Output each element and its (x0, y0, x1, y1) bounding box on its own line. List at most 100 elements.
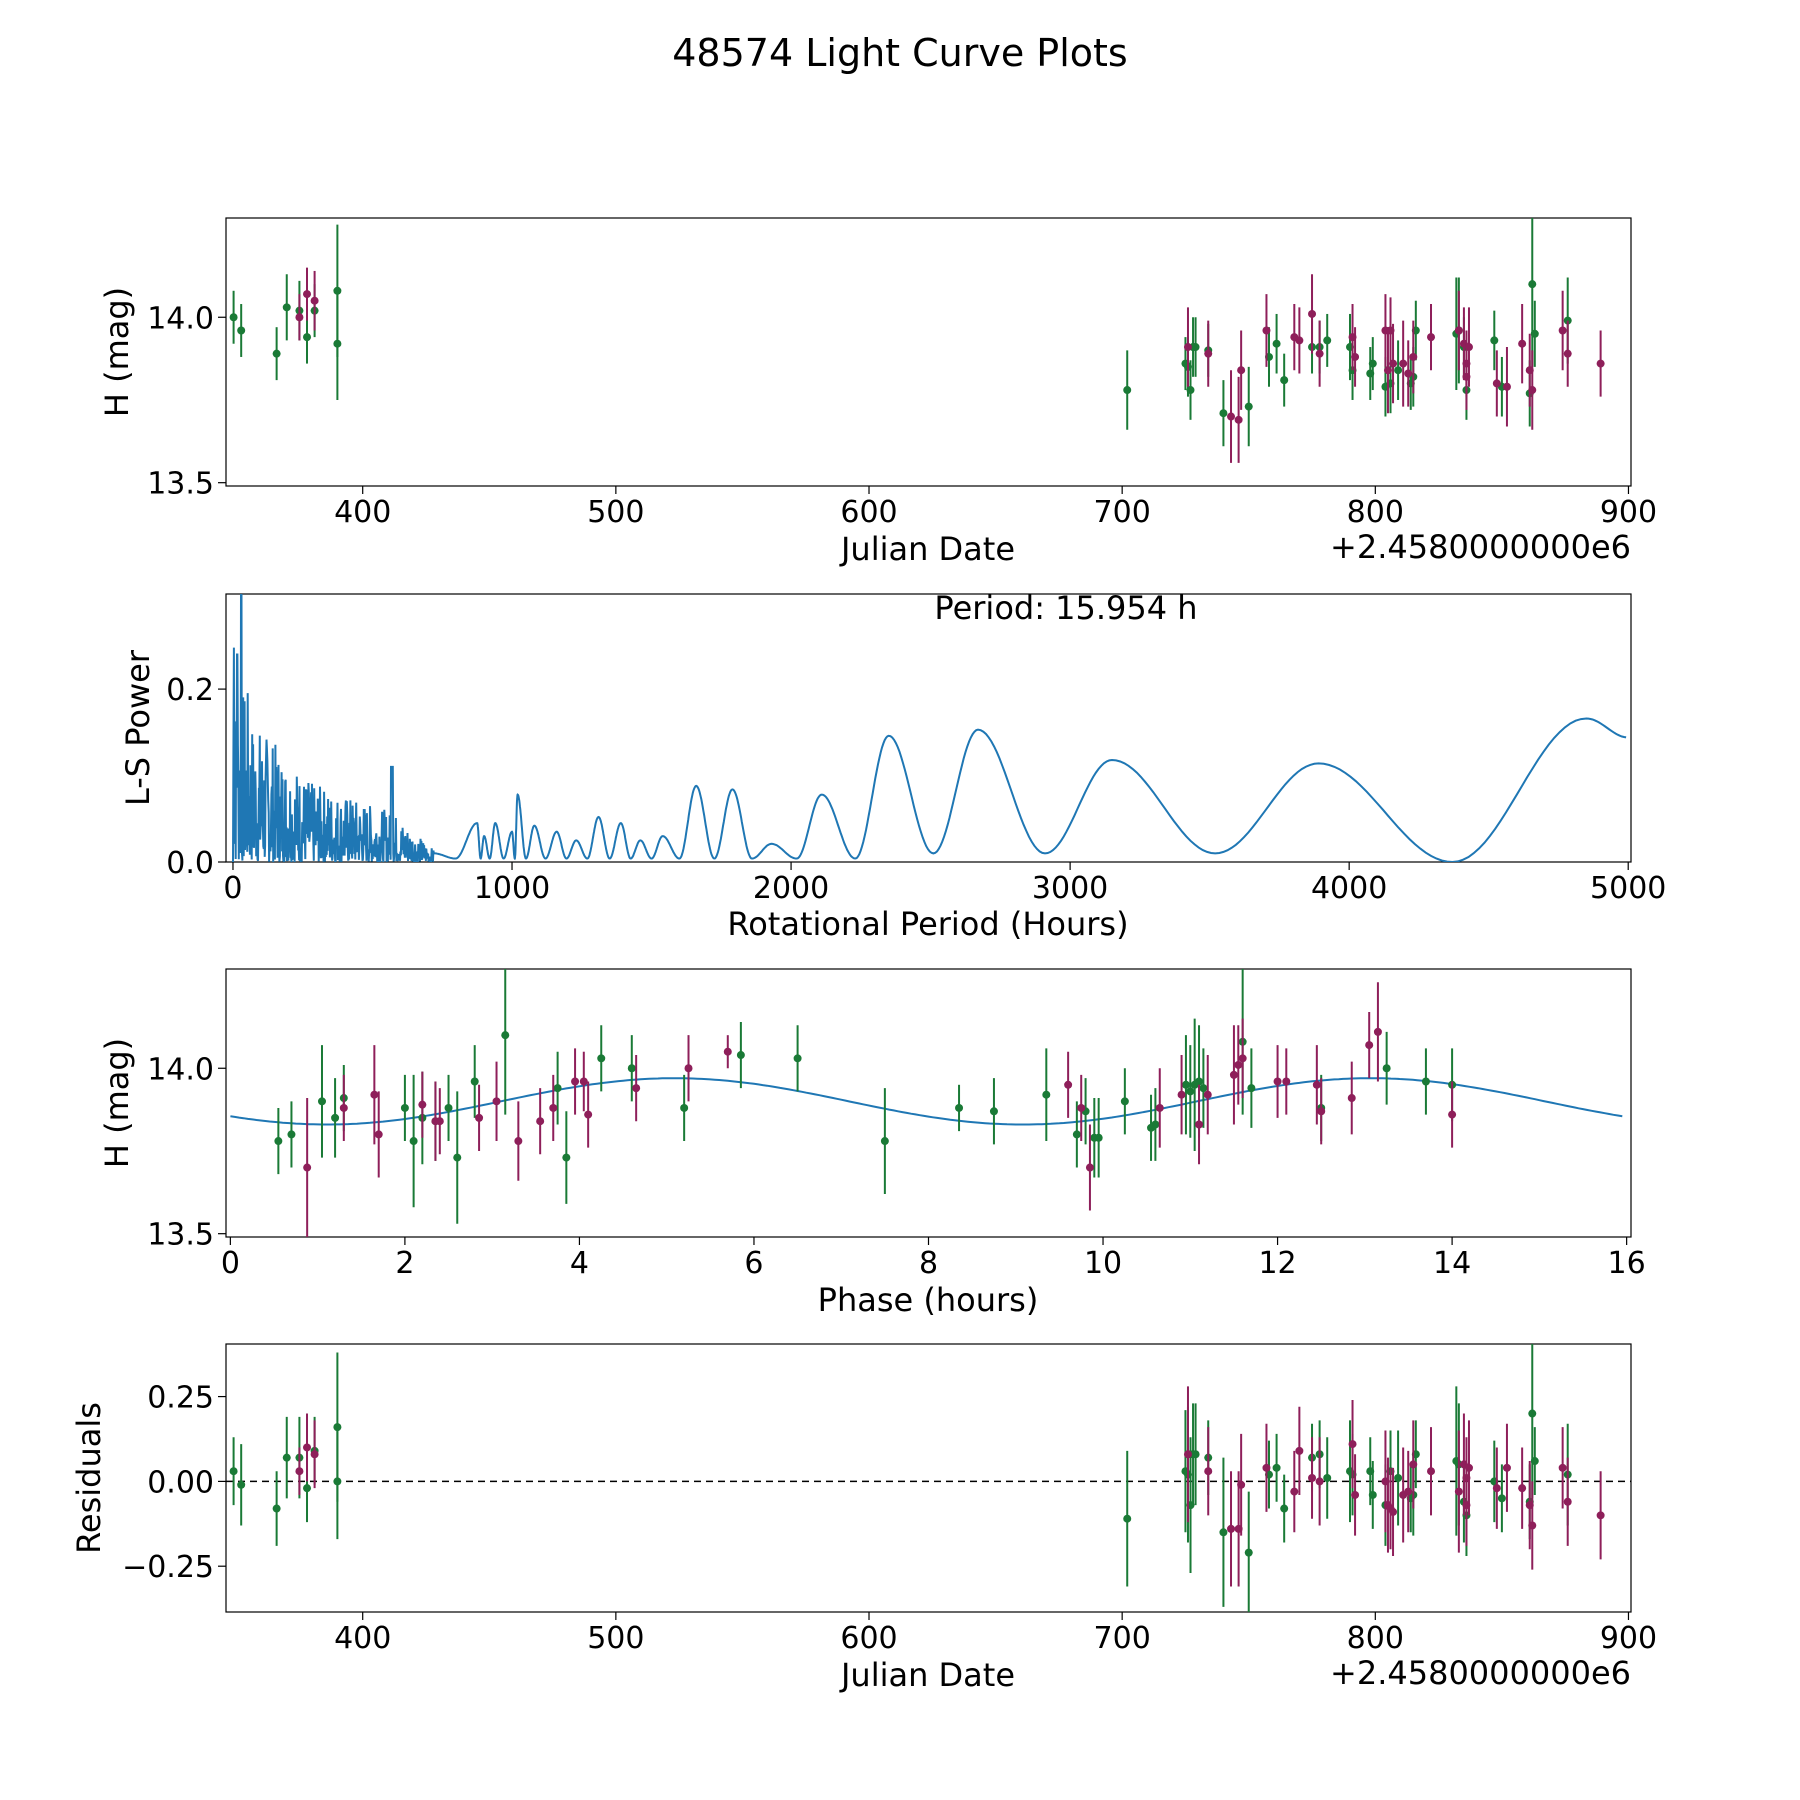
residuals-data-point (333, 1423, 342, 1432)
phasefold-x-ticks: 0 2 4 6 8 10 12 14 16 (221, 1237, 1646, 1281)
lightcurve-data-point (310, 296, 319, 305)
residuals-x-label: Julian Date (839, 1656, 1015, 1694)
residuals-data-point (1497, 1494, 1506, 1503)
phasefold-data-point (1042, 1090, 1051, 1099)
lightcurve-data-point (1227, 412, 1236, 421)
residuals-data-point (1244, 1548, 1253, 1557)
periodogram-curve (232, 594, 1627, 862)
lightcurve-data-point (333, 286, 342, 295)
phasefold-x-tick-label: 2 (395, 1246, 414, 1281)
residuals-data-point (303, 1443, 312, 1452)
phasefold-data-point (1085, 1163, 1094, 1172)
residuals-data-point (1389, 1507, 1398, 1516)
lightcurve-data-point (1427, 333, 1436, 342)
phasefold-plot-area (230, 969, 1623, 1237)
lightcurve-x-tick-label: 800 (1347, 495, 1404, 530)
phasefold-data-point (736, 1051, 745, 1060)
lightcurve-data-point (1183, 343, 1192, 352)
residuals-x-offset: +2.4580000000e6 (1330, 1654, 1631, 1692)
lightcurve-data-point (1528, 386, 1537, 395)
phasefold-data-point (1077, 1103, 1086, 1112)
residuals-y-label: Residuals (70, 1402, 108, 1554)
lightcurve-x-tick-label: 500 (587, 495, 644, 530)
lightcurve-data-point (1383, 366, 1392, 375)
residuals-data-point (1204, 1467, 1213, 1476)
phasefold-data-point (1238, 1054, 1247, 1063)
lightcurve-panel: 400 500 600 700 800 900 13.514.0 Julian Date … (98, 217, 1657, 568)
phasefold-data-point (1382, 1064, 1391, 1073)
periodogram-x-ticks: 0 1000 2000 3000 4000 5000 (223, 862, 1666, 906)
phasefold-data-point (562, 1153, 571, 1162)
residuals-data-point (295, 1467, 304, 1476)
phasefold-data-point (303, 1163, 312, 1172)
lightcurve-data-point (1404, 369, 1413, 378)
model-fit-curve (230, 1077, 1623, 1126)
residuals-data-point (1183, 1450, 1192, 1459)
phasefold-data-point (632, 1084, 641, 1093)
phasefold-data-point (400, 1103, 409, 1112)
periodogram-marks (232, 594, 1627, 862)
phasefold-data-point (1072, 1130, 1081, 1139)
phasefold-data-point (370, 1090, 379, 1099)
lightcurve-data-point (1315, 349, 1324, 358)
residuals-x-tick-label: 800 (1347, 1621, 1404, 1656)
periodogram-frame (225, 593, 1632, 863)
residuals-data-point (1632, 1430, 1640, 1438)
lightcurve-data-point (272, 349, 281, 358)
phasefold-data-point (955, 1103, 964, 1112)
lightcurve-marks (229, 218, 1605, 463)
periodogram-x-tick-label: 2000 (753, 871, 829, 906)
residuals-x-tick-label: 500 (587, 1621, 644, 1656)
phasefold-data-point (1181, 1080, 1190, 1089)
phasefold-x-tick-label: 14 (1433, 1246, 1471, 1281)
residuals-data-point (1272, 1463, 1281, 1472)
phasefold-data-point (339, 1103, 348, 1112)
phasefold-data-point (1195, 1077, 1204, 1086)
phasefold-data-point (418, 1100, 427, 1109)
phasefold-data-point (684, 1064, 693, 1073)
phasefold-data-point (536, 1117, 545, 1126)
lightcurve-data-point (1244, 402, 1253, 411)
residuals-data-point (1558, 1463, 1567, 1472)
figure-title: 48574 Light Curve Plots (672, 31, 1127, 75)
phasefold-data-point (1234, 1060, 1243, 1069)
residuals-data-point (1323, 1474, 1332, 1482)
lightcurve-data-point (1596, 359, 1605, 368)
phasefold-data-point (475, 1113, 484, 1122)
phasefold-data-point (579, 1077, 588, 1086)
residuals-data-point (1348, 1440, 1357, 1449)
residuals-data-point (1502, 1463, 1511, 1472)
residuals-y-tick-label: 0.00 (147, 1465, 214, 1500)
phasefold-frame (225, 968, 1632, 1238)
phasefold-data-point (1186, 1087, 1195, 1096)
phasefold-data-point (501, 1031, 510, 1040)
lightcurve-data-point (1399, 359, 1408, 368)
lightcurve-data-point (1295, 336, 1304, 345)
lightcurve-data-point (1323, 336, 1332, 345)
residuals-x-tick-label: 600 (840, 1621, 897, 1656)
phasefold-x-tick-label: 8 (919, 1246, 938, 1281)
phasefold-data-point (989, 1107, 998, 1116)
residuals-data-point (1308, 1474, 1317, 1482)
phasefold-data-point (1247, 1084, 1256, 1093)
lightcurve-data-point (1368, 359, 1377, 368)
periodogram-y-tick-label: 0.0 (166, 846, 214, 881)
residuals-data-point (1368, 1490, 1377, 1499)
phasefold-data-point (444, 1103, 453, 1112)
residuals-data-point (310, 1450, 319, 1459)
residuals-data-point (1123, 1514, 1132, 1523)
phasefold-data-point (435, 1117, 444, 1126)
lightcurve-data-point (1454, 326, 1463, 335)
lightcurve-data-point (1502, 382, 1511, 391)
phasefold-data-point (680, 1103, 689, 1112)
residuals-marks (226, 1344, 1640, 1612)
residuals-x-tick-label: 400 (334, 1621, 391, 1656)
periodogram-x-tick-label: 1000 (474, 871, 550, 906)
phasefold-y-ticks: 13.5 14.0 (147, 1052, 226, 1253)
residuals-data-point (1295, 1446, 1304, 1455)
residuals-data-point (1492, 1484, 1501, 1493)
residuals-data-point (1528, 1409, 1537, 1418)
phasefold-data-point (1421, 1077, 1430, 1086)
lightcurve-data-point (1186, 386, 1195, 395)
